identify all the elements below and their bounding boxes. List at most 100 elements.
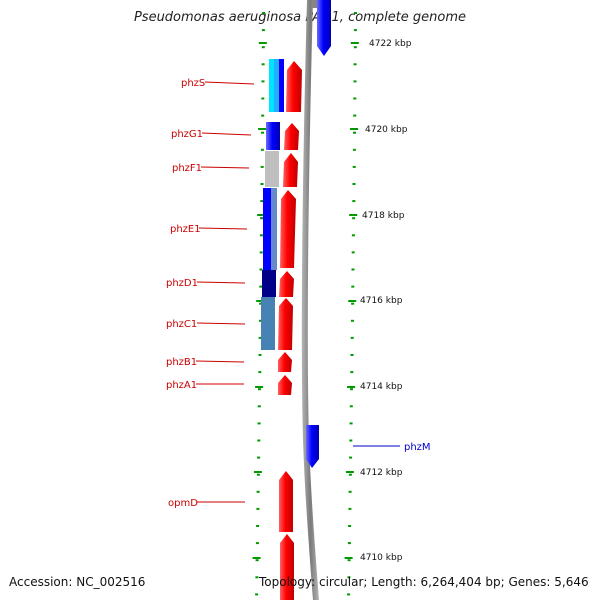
gene-label-phzC1: phzC1: [166, 319, 197, 330]
gene-arrow-opmD-a: [279, 471, 293, 532]
outer-tick-minor: [353, 114, 357, 117]
accession-label: Accession: NC_002516: [9, 575, 146, 589]
outer-tick-minor: [353, 46, 357, 49]
outer-tick-minor: [354, 12, 357, 14]
inner-tick-minor: [258, 388, 261, 391]
inner-tick-minor: [255, 576, 259, 579]
outer-tick-minor: [348, 525, 352, 527]
gene-arrow-opmD-b: [280, 534, 294, 600]
outer-tick-minor: [349, 405, 353, 408]
inner-tick-minor: [259, 251, 263, 254]
gene-bar-phzS-b: [274, 59, 279, 112]
gene-bar-phzE1-a: [263, 188, 271, 270]
inner-tick-major: [255, 386, 264, 388]
inner-tick-minor: [256, 473, 260, 476]
inner-tick-minor: [259, 268, 263, 271]
outer-tick-minor: [347, 542, 351, 545]
outer-tick-minor: [349, 422, 353, 425]
outer-tick-major: [349, 214, 358, 216]
outer-tick-minor: [353, 80, 357, 83]
inner-tick-minor: [259, 302, 263, 305]
outer-tick-major: [345, 471, 354, 473]
outer-tick-minor: [348, 473, 352, 476]
outer-tick-minor: [351, 302, 355, 305]
gene-arrow-phzE1: [280, 190, 296, 268]
inner-tick-minor: [257, 439, 261, 442]
gene-label-opmD: opmD: [168, 498, 198, 509]
inner-tick-major: [258, 128, 267, 130]
outer-tick-minor: [351, 251, 355, 254]
gene-bar-phzD1: [262, 270, 276, 297]
inner-tick-minor: [259, 285, 263, 288]
label-leaders: [195, 81, 400, 503]
inner-tick-minor: [260, 165, 264, 168]
outer-tick-minor: [351, 234, 355, 237]
gene-bar-phzF1: [265, 151, 279, 187]
forward-track-genes: [278, 61, 302, 600]
inner-tick-minor: [255, 593, 259, 596]
outer-tick-minor: [350, 354, 354, 356]
inner-tick-minor: [261, 29, 265, 32]
outer-tick-minor: [353, 131, 356, 134]
gene-bar-phzC1: [261, 297, 275, 350]
inner-tick-minor: [260, 148, 264, 151]
scale-label-4710: 4710 kbp: [360, 553, 403, 563]
inner-tick-minor: [255, 542, 259, 545]
inner-tick-minor: [261, 131, 264, 134]
gene-bar-phzS-a: [269, 59, 274, 112]
outer-tick-major: [347, 386, 356, 388]
inner-tick-minor: [256, 525, 260, 527]
scale-label-4718: 4718 kbp: [362, 211, 405, 221]
scale-label-4722: 4722 kbp: [369, 39, 412, 49]
inner-tick-minor: [261, 114, 265, 117]
topology-label: Topology: circular; Length: 6,264,404 bp…: [259, 575, 589, 589]
outer-tick-minor: [350, 336, 354, 339]
outer-tick-major: [350, 128, 359, 130]
inner-tick-minor: [262, 12, 265, 14]
inner-tick-minor: [258, 319, 262, 322]
gene-label-phzF1: phzF1: [172, 163, 202, 174]
inner-track-genes: [261, 59, 284, 350]
outer-tick-minor: [353, 29, 357, 32]
outer-tick-minor: [349, 456, 353, 459]
gene-arrow-phzS: [286, 61, 302, 112]
inner-tick-major: [256, 300, 265, 302]
gene-label-phzS: phzS: [181, 78, 205, 89]
inner-tick-minor: [255, 559, 259, 562]
inner-tick-minor: [260, 200, 264, 203]
inner-tick-minor: [257, 456, 261, 459]
outer-tick-minor: [353, 97, 357, 100]
inner-tick-minor: [257, 422, 261, 425]
outer-tick-minor: [351, 268, 355, 271]
outer-tick-minor: [353, 63, 357, 66]
inner-tick-minor: [261, 80, 265, 83]
inner-tick-minor: [260, 217, 264, 220]
outer-tick-minor: [347, 576, 351, 579]
reverse-track-genes: [306, 0, 331, 468]
gene-arrow-phzF1: [283, 153, 298, 187]
inner-tick-minor: [257, 405, 261, 408]
outer-tick-minor: [347, 559, 351, 562]
inner-tick-major: [252, 557, 261, 559]
outer-tick-major: [350, 42, 359, 44]
scale-label-4712: 4712 kbp: [360, 468, 403, 478]
gene-label-phzG1: phzG1: [171, 129, 203, 140]
outer-tick-minor: [351, 285, 355, 288]
outer-tick-minor: [350, 319, 354, 322]
gene-arrow-top-reverse: [317, 0, 331, 56]
gene-arrow-phzM: [306, 425, 319, 468]
outer-tick-minor: [352, 217, 356, 220]
outer-tick-minor: [350, 388, 353, 391]
backbone-curve: [301, 0, 319, 600]
outer-tick-minor: [348, 490, 352, 493]
inner-tick-marks: [252, 12, 267, 596]
outer-tick-major: [348, 300, 357, 302]
gene-label-phzD1: phzD1: [166, 278, 198, 289]
outer-tick-minor: [352, 183, 356, 185]
gene-arrow-phzC1: [278, 298, 293, 350]
outer-tick-minor: [352, 200, 356, 203]
gene-label-phzE1: phzE1: [170, 224, 201, 235]
gene-label-phzA1: phzA1: [166, 380, 197, 391]
inner-tick-major: [258, 42, 267, 44]
